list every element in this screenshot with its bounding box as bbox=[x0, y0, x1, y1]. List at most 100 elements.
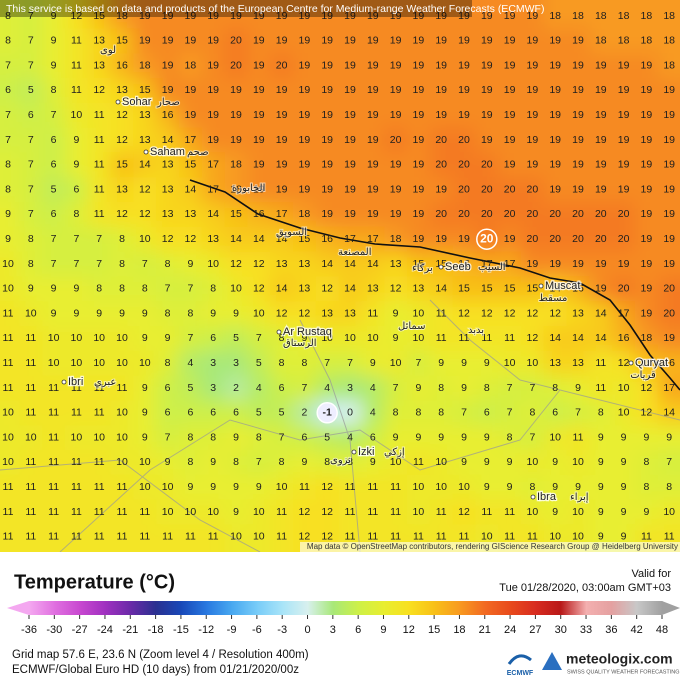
grid-value: 11 bbox=[117, 506, 128, 518]
grid-value: 11 bbox=[94, 506, 105, 518]
grid-value: 10 bbox=[276, 481, 288, 493]
grid-value: 19 bbox=[230, 134, 242, 146]
scale-segment bbox=[459, 601, 486, 615]
grid-value: 19 bbox=[413, 10, 425, 22]
field-cell bbox=[384, 474, 408, 501]
grid-value: 17 bbox=[663, 382, 675, 394]
field-cell bbox=[635, 78, 659, 104]
grid-value: 13 bbox=[299, 283, 311, 295]
field-cell bbox=[543, 375, 568, 401]
field-cell bbox=[156, 127, 180, 153]
field-cell bbox=[270, 202, 294, 228]
place-dot bbox=[351, 449, 357, 455]
temperature-field bbox=[0, 0, 680, 552]
field-cell bbox=[87, 301, 112, 327]
field-cell bbox=[201, 226, 226, 253]
field-cell bbox=[247, 78, 271, 104]
field-cell bbox=[0, 276, 20, 302]
field-cell bbox=[361, 226, 385, 253]
field-cell bbox=[407, 326, 431, 352]
field-cell bbox=[179, 276, 203, 302]
grid-value: 9 bbox=[142, 307, 148, 319]
grid-value: 12 bbox=[139, 208, 151, 220]
field-cell bbox=[589, 0, 613, 29]
grid-value: 9 bbox=[552, 481, 558, 493]
field-cell bbox=[201, 326, 226, 352]
grid-value: 15 bbox=[116, 159, 128, 171]
grid-value: 8 bbox=[484, 382, 490, 394]
grid-value: 19 bbox=[549, 35, 561, 47]
field-cell bbox=[498, 251, 522, 277]
grid-value: 12 bbox=[641, 382, 653, 394]
grid-value: 10 bbox=[481, 531, 493, 543]
field-cell bbox=[42, 276, 66, 302]
grid-value: 10 bbox=[527, 357, 539, 369]
grid-value: 11 bbox=[94, 208, 105, 220]
scale-segment bbox=[307, 601, 334, 615]
field-cell bbox=[657, 400, 680, 426]
field-cell bbox=[110, 350, 134, 377]
field-cell bbox=[19, 78, 43, 104]
field-cell bbox=[293, 375, 317, 401]
grid-value: 9 bbox=[507, 481, 513, 493]
grid-value: 9 bbox=[438, 357, 444, 369]
scale-segment bbox=[535, 601, 562, 615]
field-cell bbox=[19, 102, 43, 129]
field-cell bbox=[179, 301, 203, 327]
grid-value: 10 bbox=[549, 531, 561, 543]
grid-value: 8 bbox=[165, 307, 171, 319]
grid-value: 19 bbox=[413, 134, 425, 146]
field-cell bbox=[87, 400, 112, 426]
field-cell bbox=[247, 177, 271, 203]
field-cell bbox=[133, 350, 157, 377]
grid-value: 14 bbox=[162, 134, 174, 146]
field-cell bbox=[589, 301, 613, 327]
grid-value: 7 bbox=[28, 159, 34, 171]
field-cell bbox=[407, 301, 431, 327]
grid-value: 18 bbox=[390, 233, 402, 245]
field-cell bbox=[156, 0, 180, 29]
grid-value: 8 bbox=[438, 382, 444, 394]
grid-value: 19 bbox=[207, 84, 219, 96]
field-cell bbox=[407, 28, 431, 54]
grid-value: 8 bbox=[119, 258, 125, 270]
grid-value: 17 bbox=[207, 183, 219, 195]
field-cell bbox=[657, 53, 680, 79]
field-cell bbox=[612, 276, 636, 302]
field-cell bbox=[338, 301, 362, 327]
field-cell bbox=[521, 450, 545, 476]
field-cell bbox=[384, 276, 408, 302]
grid-value: 5 bbox=[28, 84, 34, 96]
grid-value: 9 bbox=[51, 283, 57, 295]
scale-segment bbox=[130, 601, 157, 615]
field-cell bbox=[201, 524, 226, 552]
grid-value: 10 bbox=[572, 531, 584, 543]
field-cell bbox=[475, 499, 499, 525]
grid-value: 11 bbox=[25, 481, 36, 493]
field-cell bbox=[361, 78, 385, 104]
field-cell bbox=[657, 177, 680, 203]
place-local: قريات bbox=[630, 370, 656, 381]
place-dot bbox=[530, 494, 536, 500]
grid-value: 13 bbox=[116, 183, 128, 195]
grid-value: 11 bbox=[459, 332, 470, 344]
grid-value: 11 bbox=[71, 84, 82, 96]
field-cell bbox=[635, 301, 659, 327]
valid-label: Valid for bbox=[631, 568, 671, 580]
ecmwf-logo bbox=[507, 654, 532, 665]
field-cell bbox=[384, 326, 408, 352]
field-cell bbox=[407, 152, 431, 178]
field-cell bbox=[315, 177, 340, 203]
grid-value: 19 bbox=[367, 10, 379, 22]
field-cell bbox=[612, 450, 636, 476]
grid-value: 19 bbox=[367, 35, 379, 47]
field-cell bbox=[133, 524, 157, 552]
field-cell bbox=[224, 276, 248, 302]
field-cell bbox=[657, 127, 680, 153]
grid-value: 19 bbox=[527, 159, 539, 171]
grid-value: 7 bbox=[279, 431, 285, 443]
grid-value: 11 bbox=[390, 531, 401, 543]
grid-value: 6 bbox=[5, 84, 11, 96]
grid-value: 14 bbox=[663, 407, 675, 419]
grid-value: 9 bbox=[598, 506, 604, 518]
